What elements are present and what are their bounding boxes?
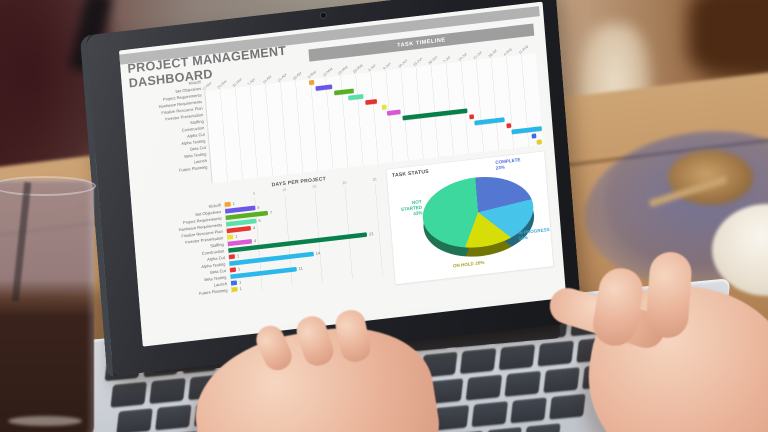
right-ring-finger (645, 250, 693, 340)
keyboard-key (459, 347, 497, 374)
bar-fill (231, 286, 238, 293)
dashboard-content: PROJECT MANAGEMENT DASHBOARD TASK TIMELI… (119, 2, 562, 341)
bar-axis-tick: 25 (372, 177, 377, 182)
gantt-task-labels: Kickoff Set Objectives Project Requirement… (129, 78, 212, 191)
bar-value-label: 23 (368, 231, 374, 237)
chocolate-drink-glass (0, 180, 94, 432)
bar-fill (228, 254, 236, 260)
bar-value-label: 14 (315, 250, 321, 256)
gantt-bar (536, 139, 543, 145)
keyboard-key (510, 397, 547, 423)
bar-fill (230, 280, 238, 286)
pie-chart (420, 171, 537, 263)
bar-value-label: 1 (237, 266, 241, 272)
keyboard-key (543, 367, 580, 393)
laptop-screen: PROJECT MANAGEMENT DASHBOARD TASK TIMELI… (79, 0, 583, 377)
bar-value-label: 1 (236, 253, 240, 259)
keyboard-key (465, 374, 503, 401)
pie-slice-label: IN PROGRESS 14% (518, 227, 550, 242)
bar-axis-tick: 5 (253, 191, 256, 196)
bar-value-label: 4 (253, 238, 257, 244)
keyboard-key (485, 426, 522, 432)
pie-label-name: ON HOLD (452, 261, 475, 269)
glass-base-highlight (8, 416, 82, 426)
blurred-object-top-right (688, 0, 768, 76)
bar-value-label: 5 (257, 205, 260, 210)
bar-fill (229, 267, 237, 273)
pie-chart-panel: TASK STATUS COMPLETE 23% IN PROGRESS 14% ON … (385, 150, 554, 285)
bar-axis-tick: 15 (312, 184, 317, 189)
bar-value-label: 1 (238, 279, 242, 285)
keyboard-key (155, 404, 192, 431)
gantt-bar (506, 123, 512, 129)
bar-axis-tick: 10 (282, 188, 287, 193)
keyboard-key (149, 377, 186, 404)
bar-value-label: 1 (239, 286, 242, 292)
bar-value-label: 1 (232, 201, 236, 207)
gantt-bar (382, 104, 387, 110)
keyboard-key (471, 401, 508, 427)
gantt-bar (531, 133, 537, 139)
keyboard-key (498, 344, 536, 370)
bar-chart-panel: DAYS PER PROJECT 5 10 15 20 25 Kickoff 1 Set O… (153, 170, 388, 312)
gantt-bar (469, 114, 475, 120)
keyboard-key (504, 370, 541, 397)
bar-fill (224, 201, 231, 208)
bar-chart-rows: Kickoff 1 Set Objectives 5 Project Requireme… (154, 183, 387, 301)
bar-value-label: 1 (235, 234, 238, 239)
pie-slice-label: COMPLETE 23% (495, 157, 521, 171)
keyboard-key (537, 340, 574, 367)
pie-label-pct: 20% (475, 259, 485, 266)
bar-value-label: 11 (298, 266, 304, 272)
bar-axis-tick: 20 (342, 181, 347, 186)
webcam-icon (320, 12, 327, 19)
glass-rim (0, 176, 96, 196)
pie-chart-title: TASK STATUS (391, 168, 430, 179)
keyboard-key (549, 393, 586, 420)
dashboard-sheet: PROJECT MANAGEMENT DASHBOARD TASK TIMELI… (119, 1, 567, 347)
keyboard-key (524, 423, 561, 432)
keyboard-key (116, 408, 153, 432)
pie-slice-label: ON HOLD20% (453, 260, 486, 269)
bar-fill (227, 234, 234, 240)
bar-value-label: 7 (269, 210, 273, 216)
bar-value-label: 4 (252, 225, 256, 231)
bar-value-label: 5 (258, 218, 261, 223)
gantt-bar (308, 79, 315, 86)
keyboard-key (110, 381, 147, 408)
pie-slice-label: NOT STARTED 43% (390, 199, 423, 219)
